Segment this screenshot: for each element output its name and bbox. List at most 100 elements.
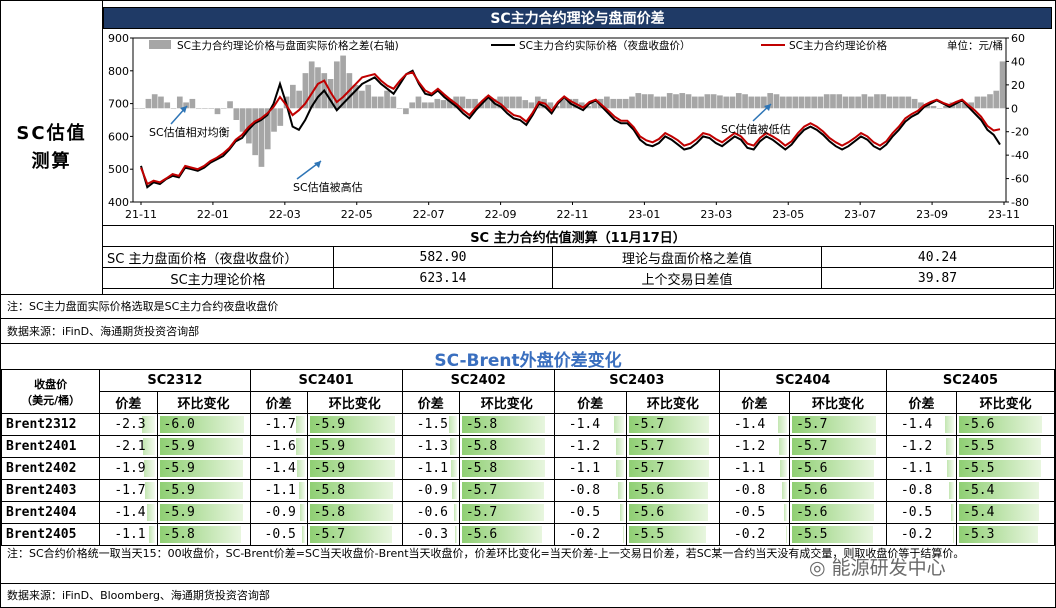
legend-label: SC主力合约理论价格 <box>789 39 887 52</box>
spread-databar <box>298 482 305 499</box>
plot-border <box>132 37 1007 203</box>
spread-bar <box>842 96 849 109</box>
spread-bar <box>315 67 321 109</box>
change-databar <box>461 482 544 499</box>
spread-databar <box>944 416 955 433</box>
spread-cell: -0.8 <box>885 479 958 502</box>
divider <box>1 583 1055 584</box>
annotation-arrowhead <box>314 161 321 168</box>
spread-value: -2.3 <box>114 417 146 432</box>
unit-label: 单位：元/桶 <box>947 39 1003 52</box>
change-value: -5.9 <box>163 439 195 454</box>
change-value: -5.7 <box>313 527 346 542</box>
annotation-text: SC估值相对均衡 <box>149 125 230 139</box>
change-subheader: 环比变化 <box>789 391 887 414</box>
spread-bar <box>905 96 912 109</box>
change-cell: -5.6 <box>789 501 887 524</box>
change-value: -6.0 <box>163 417 195 432</box>
spread-bar <box>754 96 761 109</box>
change-cell: -5.9 <box>156 457 251 480</box>
spread-bar <box>836 94 843 109</box>
spread-bar <box>202 108 208 109</box>
x-tick-label: 22-11 <box>557 208 589 221</box>
spread-bar <box>371 96 378 109</box>
spread-bar <box>855 96 861 109</box>
change-cell: -5.8 <box>306 479 403 502</box>
change-value: -5.7 <box>632 417 665 432</box>
change-value: -5.6 <box>796 461 828 476</box>
change-subheader: 环比变化 <box>156 391 251 414</box>
valuation-value-futures-price: 582.90 <box>333 246 553 268</box>
change-databar <box>959 482 1040 499</box>
change-databar <box>628 460 710 477</box>
x-tick-label: 21-11 <box>125 208 157 221</box>
spread-value: -0.3 <box>416 527 448 542</box>
x-tick-label: 22-09 <box>485 208 517 221</box>
spread-cell: -0.2 <box>553 523 627 546</box>
spread-bar <box>333 61 340 109</box>
spread-bar <box>214 108 221 115</box>
spread-cell: -0.9 <box>401 479 460 502</box>
spread-bar <box>886 96 893 109</box>
spread-subheader: 价差 <box>99 391 158 414</box>
spread-value: -1.9 <box>114 461 146 476</box>
spread-bar <box>509 96 516 109</box>
row-label: Brent2403 <box>0 479 101 502</box>
spread-value: -1.1 <box>733 461 766 476</box>
change-databar <box>959 504 1040 521</box>
note-1: 注：SC主力盘面实际价格选取是SC主力合约夜盘收盘价 <box>7 300 279 313</box>
change-databar <box>792 504 875 521</box>
annotation-arrowhead <box>764 104 771 111</box>
spread-cell: -1.7 <box>249 413 308 436</box>
row-label: Brent2312 <box>0 413 101 436</box>
spread-bar <box>302 73 309 109</box>
change-cell: -5.7 <box>625 435 720 458</box>
y-left-tick-label: 900 <box>108 32 129 45</box>
spread-bar <box>861 94 868 109</box>
valuation-value-prev-diff: 39.87 <box>821 267 1054 289</box>
spread-bar <box>560 98 566 109</box>
change-cell: -5.9 <box>156 435 251 458</box>
change-cell: -5.7 <box>306 523 403 546</box>
spread-bar <box>874 94 880 109</box>
change-databar <box>959 460 1041 477</box>
spread-bar <box>409 102 416 109</box>
spread-cell: -1.3 <box>401 435 460 458</box>
spread-bar <box>993 90 1000 109</box>
spread-value: -1.7 <box>114 483 146 498</box>
spread-bar <box>748 96 755 109</box>
spread-bar <box>591 102 598 109</box>
spread-bar <box>528 102 535 109</box>
change-databar <box>461 504 544 521</box>
change-databar <box>792 482 875 499</box>
spread-databar <box>946 460 955 477</box>
spread-bar <box>723 96 730 109</box>
spread-databar <box>620 504 624 521</box>
spread-bar <box>290 84 296 109</box>
change-cell: -5.6 <box>625 479 720 502</box>
chart-axes: 400 500 600 700 800 900 -80 -60 -40 -20 0 20 40 60 21-… <box>108 32 1029 221</box>
spread-value: -1.5 <box>416 417 448 432</box>
change-value: -5.8 <box>465 439 498 454</box>
spread-bar <box>936 108 943 109</box>
spread-cell: -1.9 <box>99 457 158 480</box>
spread-cell: -0.8 <box>553 479 627 502</box>
spread-bar <box>629 96 635 109</box>
spread-bar <box>616 98 623 109</box>
spread-cell: -2.1 <box>99 435 158 458</box>
change-databar <box>792 416 876 433</box>
spread-bar <box>503 96 510 109</box>
change-value: -5.7 <box>465 483 498 498</box>
change-databar <box>309 504 394 521</box>
spread-bar <box>384 90 390 109</box>
change-value: -5.6 <box>632 483 665 498</box>
valuation-label-futures-price: SC 主力盘面价格（夜盘收盘价） <box>102 246 334 268</box>
spread-cell: -1.4 <box>718 413 791 436</box>
change-databar <box>628 438 710 455</box>
actual-price-line <box>140 69 1001 189</box>
change-cell: -5.5 <box>956 457 1055 480</box>
legend-label: SC主力合约理论价格与盘面实际价格之差(右轴) <box>177 39 399 52</box>
spread-bar <box>962 102 968 109</box>
spread-value: -0.8 <box>900 483 933 498</box>
spread-bar <box>660 96 667 109</box>
